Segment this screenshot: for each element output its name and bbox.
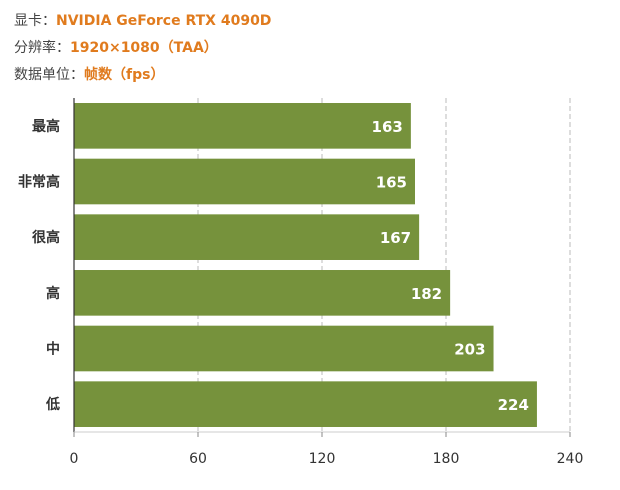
gpu-label: 显卡：: [14, 13, 56, 29]
x-tick-label: 240: [557, 451, 584, 467]
gpu-value: NVIDIA GeForce RTX 4090D: [56, 13, 272, 29]
unit-label: 数据单位：: [14, 67, 84, 83]
category-label: 非常高: [18, 174, 60, 191]
resolution-label: 分辨率：: [14, 40, 70, 56]
category-label: 很高: [32, 229, 60, 246]
bar: [74, 103, 411, 149]
resolution-value: 1920×1080（TAA）: [70, 40, 218, 56]
x-tick-label: 180: [433, 451, 460, 467]
value-label: 165: [376, 174, 407, 192]
x-tick-label: 120: [309, 451, 336, 467]
unit-info: 数据单位：帧数（fps）: [14, 64, 164, 84]
value-label: 163: [372, 118, 403, 136]
value-label: 182: [411, 285, 442, 303]
category-label: 高: [46, 285, 60, 302]
x-tick-label: 0: [70, 451, 79, 467]
category-label: 最高: [32, 118, 60, 135]
resolution-info: 分辨率：1920×1080（TAA）: [14, 37, 218, 57]
x-tick-label: 60: [189, 451, 207, 467]
bar: [74, 270, 451, 316]
unit-value: 帧数（fps）: [84, 67, 165, 83]
bar: [74, 381, 537, 427]
category-label: 中: [46, 341, 60, 358]
value-label: 167: [380, 229, 411, 247]
bar: [74, 158, 415, 205]
gpu-info: 显卡：NVIDIA GeForce RTX 4090D: [14, 10, 271, 30]
category-label: 低: [45, 396, 60, 413]
value-label: 224: [498, 396, 529, 414]
value-label: 203: [454, 341, 485, 359]
bar: [74, 325, 494, 372]
bar: [74, 214, 420, 260]
